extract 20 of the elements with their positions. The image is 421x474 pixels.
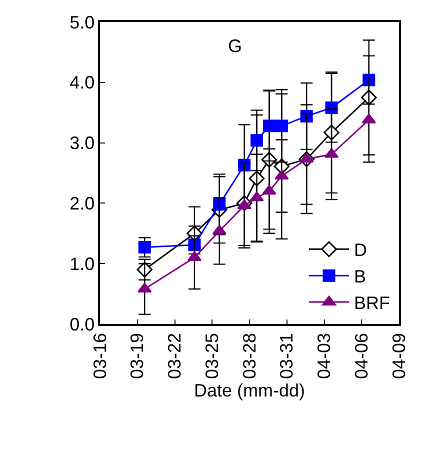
x-tick-label: 04-09 xyxy=(388,332,409,379)
x-tick-label: 03-25 xyxy=(202,332,222,379)
x-tick-label: 03-19 xyxy=(127,332,148,379)
x-tick-label: 04-06 xyxy=(351,332,372,379)
legend-label: B xyxy=(354,266,366,287)
legend-label: D xyxy=(354,240,368,260)
y-tick-label: 3.0 xyxy=(70,133,95,154)
x-tick-label: 03-16 xyxy=(90,332,110,379)
x-tick-label: 04-03 xyxy=(314,332,334,379)
y-tick-label: 4.0 xyxy=(70,72,95,93)
y-tick-label: 2.0 xyxy=(70,194,95,214)
x-tick-label: 03-31 xyxy=(276,332,297,379)
annotation: G xyxy=(228,36,242,56)
y-tick-label: 0.0 xyxy=(70,314,95,334)
x-tick-label: 03-22 xyxy=(164,332,185,379)
y-tick-label: 5.0 xyxy=(70,12,95,32)
y-tick-label: 1.0 xyxy=(70,254,95,274)
x-tick-label: 03-28 xyxy=(239,332,260,379)
x-axis-title: Date (mm-dd) xyxy=(194,380,306,401)
legend-label: BRF xyxy=(354,293,390,313)
